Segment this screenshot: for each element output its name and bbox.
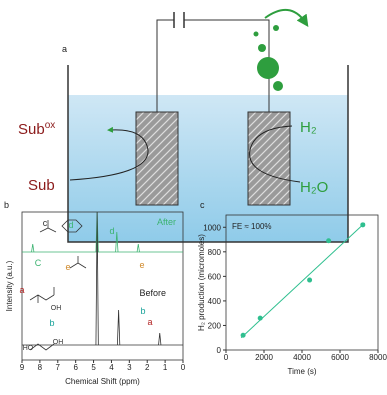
- x-tick-label: 3: [127, 363, 132, 372]
- x-tick-label: 6000: [331, 353, 349, 362]
- capacitor: [173, 12, 185, 28]
- panel-label: a: [62, 44, 67, 54]
- molecule-sketch: [29, 219, 87, 351]
- x-tick-label: 6: [73, 363, 78, 372]
- series-name: Before: [139, 288, 166, 298]
- annotation: a: [19, 285, 24, 295]
- x-tick-label: 2000: [255, 353, 273, 362]
- panel-a: a Subox Sub H₂ H₂O: [18, 9, 349, 243]
- data-point: [307, 277, 313, 283]
- y-tick-label: 0: [217, 346, 222, 355]
- annotation: c: [43, 218, 48, 228]
- data-point: [326, 238, 332, 244]
- y-tick-label: 200: [208, 321, 222, 330]
- gas-arrow: [264, 9, 309, 27]
- plot-frame: [21, 211, 184, 361]
- annotation: a: [147, 317, 152, 327]
- x-tick-label: 8000: [369, 353, 387, 362]
- panel-b: b 9 8 7 6 5 4 3 2 1 0 Chemical Shift (ppm) Intensity…: [4, 200, 186, 386]
- data-point: [257, 315, 263, 321]
- substrate-oxidized: Subox: [18, 120, 55, 138]
- data-point: [240, 332, 246, 338]
- x-tick-label: 1: [163, 363, 168, 372]
- peak: [115, 231, 119, 253]
- substrate: Sub: [28, 177, 55, 194]
- annotation: e: [139, 260, 144, 270]
- peak: [95, 211, 99, 346]
- text: ox: [45, 120, 56, 131]
- wire: [156, 19, 270, 112]
- annotation: OH: [53, 339, 64, 346]
- x-tick-label: 8: [38, 363, 43, 372]
- y-tick-label: 1000: [203, 223, 221, 232]
- peak: [31, 243, 35, 253]
- annotation: C: [35, 258, 42, 268]
- annotation: FE ≈ 100%: [232, 222, 272, 231]
- peak: [136, 243, 140, 253]
- x-tick-label: 7: [56, 363, 61, 372]
- annotation: d: [68, 220, 73, 230]
- annotation: OH: [51, 305, 62, 312]
- x-tick-label: 4000: [293, 353, 311, 362]
- bubble: [273, 25, 279, 31]
- text: Sub: [18, 121, 45, 138]
- bubble: [273, 81, 283, 91]
- series-name: After: [157, 217, 176, 227]
- y-axis-label: Intensity (a.u.): [5, 260, 14, 311]
- anode: [135, 111, 179, 206]
- annotation: d: [109, 226, 114, 236]
- x-tick-label: 2: [145, 363, 150, 372]
- peak: [117, 309, 121, 346]
- x-tick-label: 0: [224, 353, 229, 362]
- panel-label: b: [4, 200, 9, 210]
- oxidation-arrow: [69, 126, 149, 181]
- y-tick-label: 800: [208, 248, 222, 257]
- water: H₂O: [300, 179, 328, 196]
- x-axis-label: Time (s): [287, 367, 316, 376]
- annotation: HO: [23, 345, 34, 352]
- y-axis-label: H₂ production (micromoles): [197, 234, 206, 331]
- electrolyte: [68, 95, 348, 242]
- panel-c: c 0 2000 4000 6000 8000 0 200 400 600 800 1000 Time …: [197, 200, 387, 376]
- annotation: e: [65, 262, 70, 272]
- reduction-arrow: [249, 125, 301, 183]
- x-tick-label: 5: [91, 363, 96, 372]
- bubble: [253, 31, 259, 37]
- x-tick-label: 9: [20, 363, 25, 372]
- y-tick-label: 400: [208, 297, 222, 306]
- annotation: b: [140, 306, 145, 316]
- hydrogen: H₂: [300, 119, 317, 136]
- bubble: [258, 44, 266, 52]
- x-tick-label: 4: [109, 363, 114, 372]
- panel-label: c: [200, 200, 205, 210]
- y-tick-label: 600: [208, 272, 222, 281]
- annotation: b: [49, 318, 54, 328]
- x-axis-label: Chemical Shift (ppm): [65, 377, 140, 386]
- peak: [158, 332, 162, 346]
- bubble: [257, 57, 279, 79]
- cathode: [247, 111, 291, 206]
- x-tick-label: 0: [181, 363, 186, 372]
- beaker: [67, 65, 349, 243]
- data-point: [360, 222, 366, 228]
